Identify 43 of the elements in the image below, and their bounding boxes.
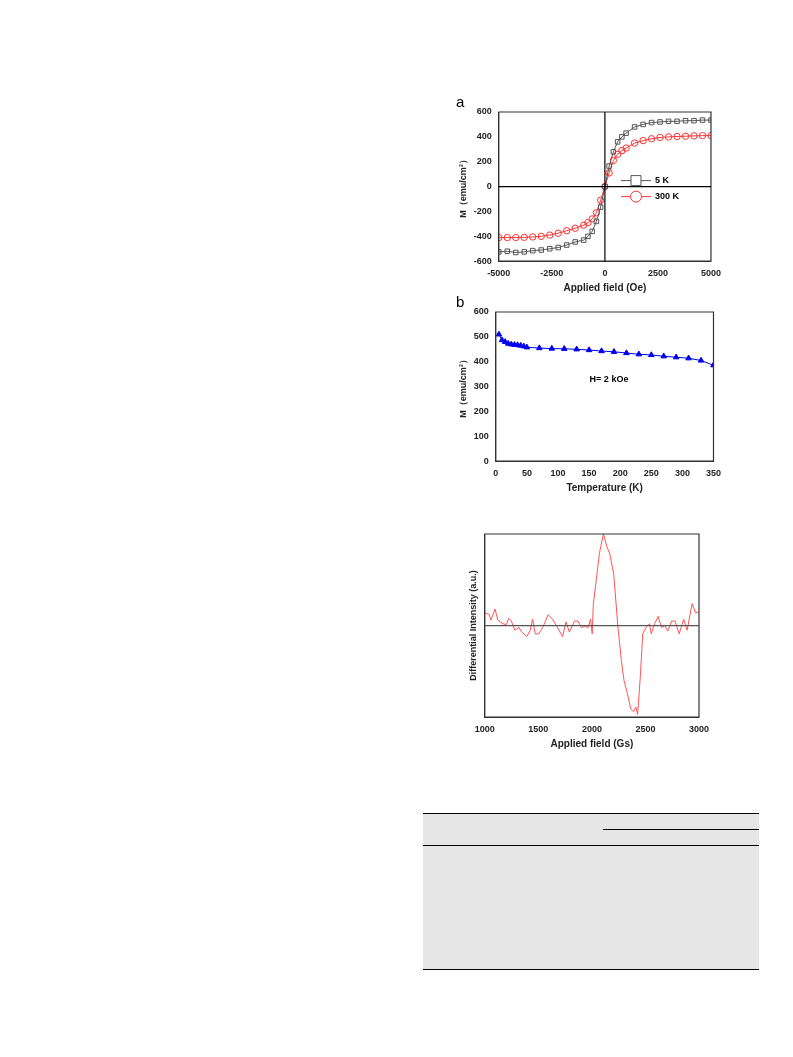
y-tick-label: 600	[476, 106, 492, 117]
x-tick-label: 2000	[581, 724, 602, 735]
y-tick-label: -600	[473, 255, 492, 266]
x-tick-label: 2500	[635, 724, 656, 735]
y-tick-label: -200	[473, 205, 492, 216]
x-tick-label: 1000	[474, 724, 495, 735]
y-axis-title: Differential Intensity (a.u.)	[467, 570, 478, 681]
y-tick-label: 300	[473, 381, 489, 392]
y-tick-label: 400	[473, 356, 489, 367]
y-tick-label: 600	[473, 306, 489, 317]
x-tick-label: 1500	[528, 724, 549, 735]
x-tick-label: -2500	[540, 268, 564, 279]
x-tick-label: 3000	[688, 724, 709, 735]
x-tick-label: -5000	[487, 268, 511, 279]
legend-label: 5 K	[654, 175, 670, 186]
x-tick-label: 250	[643, 468, 659, 479]
y-tick-label: 500	[473, 331, 489, 342]
chart-title: b	[456, 293, 465, 311]
x-tick-label: 5000	[700, 268, 721, 279]
x-axis-title: Applied field (Oe)	[563, 281, 647, 293]
x-tick-label: 0	[493, 468, 499, 479]
y-axis-title: M（emu/cm³）	[457, 155, 468, 218]
x-tick-label: 350	[705, 468, 722, 479]
x-tick-label: 0	[602, 268, 608, 279]
chart-title: a	[456, 93, 465, 111]
x-tick-label: 300	[674, 468, 690, 479]
x-tick-label: 150	[581, 468, 597, 479]
y-tick-label: 0	[486, 181, 492, 192]
x-tick-label: 2500	[647, 268, 668, 279]
x-axis-title: Applied field (Gs)	[550, 737, 634, 749]
y-axis-title: M（emu/cm³）	[457, 355, 468, 418]
y-tick-label: 200	[473, 405, 489, 416]
y-tick-label: 200	[476, 156, 492, 167]
x-axis-title: Temperature (K)	[566, 481, 643, 493]
x-tick-label: 50	[521, 468, 532, 479]
x-tick-label: 200	[612, 468, 628, 479]
y-tick-label: 100	[473, 430, 489, 441]
x-tick-label: 100	[550, 468, 566, 479]
annotation: H= 2 kOe	[589, 373, 629, 384]
legend-label: 300 K	[654, 191, 680, 202]
y-tick-label: -400	[473, 230, 492, 241]
y-tick-label: 400	[476, 131, 492, 142]
y-tick-label: 0	[483, 455, 489, 466]
